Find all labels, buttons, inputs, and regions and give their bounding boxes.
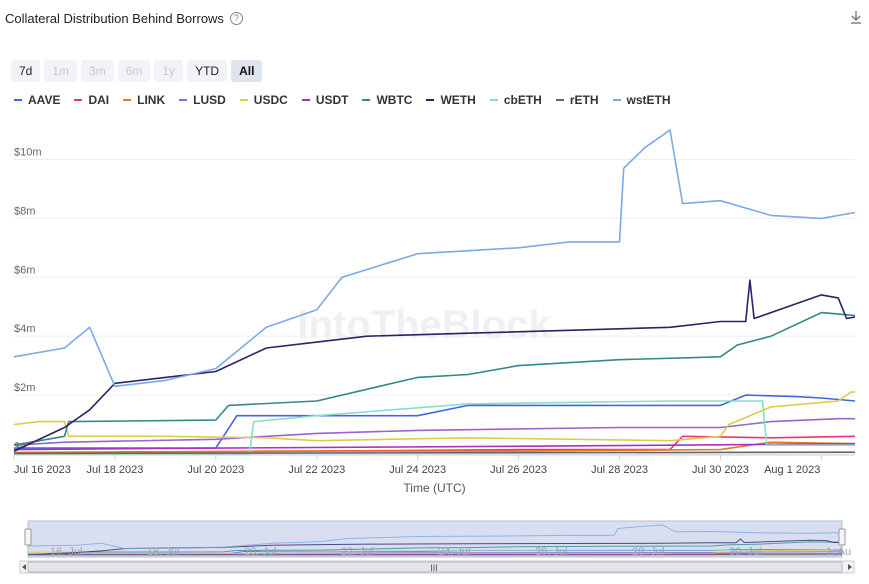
range-ytd-button[interactable]: YTD bbox=[187, 60, 228, 82]
series-line-usdt[interactable] bbox=[13, 442, 856, 451]
page-title: Collateral Distribution Behind Borrows bbox=[5, 11, 224, 26]
legend-swatch bbox=[301, 99, 310, 101]
x-tick-label: Aug 1 2023 bbox=[764, 464, 820, 476]
navigator-label: 22. Jul bbox=[341, 546, 373, 558]
legend-item-wbtc[interactable]: WBTC bbox=[362, 93, 412, 107]
series-line-cbeth[interactable] bbox=[14, 400, 855, 455]
navigator[interactable]: 16. Jul 18. Jul 20. Jul 22. Jul 24. Jul 26. J… bbox=[0, 515, 869, 579]
y-tick-label: $2m bbox=[14, 382, 35, 394]
y-tick-label: $6m bbox=[14, 264, 35, 276]
navigator-label: 28. Jul bbox=[632, 546, 664, 558]
legend-label: USDT bbox=[315, 93, 349, 107]
navigator-label: 16. Jul bbox=[50, 546, 82, 558]
x-tick-label: Jul 16 2023 bbox=[14, 464, 71, 476]
legend-item-cbeth[interactable]: cbETH bbox=[489, 93, 542, 107]
navigator-label: 26. Jul bbox=[535, 546, 567, 558]
x-tick-label: Jul 20 2023 bbox=[187, 464, 244, 476]
x-tick-label: Jul 26 2023 bbox=[490, 464, 547, 476]
chart-title-row: Collateral Distribution Behind Borrows ? bbox=[5, 11, 243, 26]
series-line-weth[interactable] bbox=[13, 279, 856, 452]
range-selector: 7d 1m 3m 6m 1y YTD All bbox=[11, 60, 263, 82]
legend-label: LINK bbox=[137, 93, 166, 107]
legend-swatch bbox=[362, 99, 371, 101]
range-1m-button[interactable]: 1m bbox=[44, 60, 78, 82]
y-tick-label: $4m bbox=[14, 323, 35, 335]
range-all-button[interactable]: All bbox=[231, 60, 263, 82]
navigator-series-wsteth bbox=[27, 524, 843, 550]
legend-label: cbETH bbox=[503, 93, 542, 107]
navigator-label: 18. Jul bbox=[147, 546, 179, 558]
help-icon[interactable]: ? bbox=[229, 12, 243, 25]
legend-item-dai[interactable]: DAI bbox=[74, 93, 109, 107]
series-line-link[interactable] bbox=[13, 441, 856, 454]
navigator-right-handle[interactable] bbox=[838, 528, 846, 546]
download-icon[interactable] bbox=[849, 9, 863, 25]
x-axis-title: Time (UTC) bbox=[403, 481, 466, 495]
x-tick-label: Jul 30 2023 bbox=[692, 464, 749, 476]
navigator-left-handle[interactable] bbox=[24, 528, 32, 546]
legend-item-link[interactable]: LINK bbox=[123, 93, 165, 107]
y-tick-label: $10m bbox=[14, 146, 42, 158]
legend-item-reth[interactable]: rETH bbox=[555, 93, 599, 107]
navigator-series-cbeth bbox=[28, 549, 842, 556]
legend-item-aave[interactable]: AAVE bbox=[14, 93, 60, 107]
legend-swatch bbox=[489, 99, 498, 101]
legend-swatch bbox=[612, 99, 621, 101]
scroll-right-arrow-icon[interactable] bbox=[848, 564, 852, 570]
scrollbar-grip-icon[interactable]: III bbox=[430, 563, 438, 573]
range-7d-button[interactable]: 7d bbox=[11, 60, 41, 82]
legend-item-weth[interactable]: WETH bbox=[426, 93, 476, 107]
legend-swatch bbox=[426, 99, 435, 101]
legend-item-wsteth[interactable]: wstETH bbox=[612, 93, 671, 107]
range-1y-button[interactable]: 1y bbox=[154, 60, 184, 82]
legend-swatch bbox=[74, 99, 83, 101]
legend-label: USDC bbox=[253, 93, 288, 107]
series-line-reth[interactable] bbox=[13, 451, 856, 455]
series-line-aave[interactable] bbox=[14, 394, 856, 449]
navigator-label: 1. Au bbox=[826, 546, 851, 558]
legend-label: LUSD bbox=[193, 93, 226, 107]
series-line-usdc[interactable] bbox=[13, 391, 855, 442]
legend-label: WBTC bbox=[376, 93, 413, 107]
y-tick-label: $8m bbox=[14, 205, 35, 217]
navigator-label: 24. Jul bbox=[438, 546, 470, 558]
legend-item-usdc[interactable]: USDC bbox=[239, 93, 288, 107]
navigator-label: 20. Jul bbox=[244, 546, 276, 558]
series-line-wbtc[interactable] bbox=[13, 311, 856, 446]
legend: AAVE DAI LINK LUSD USDC USDT WBTC WETH cbETH rETH… bbox=[14, 93, 671, 107]
range-6m-button[interactable]: 6m bbox=[117, 60, 151, 82]
x-tick-label: Jul 28 2023 bbox=[591, 464, 648, 476]
legend-label: rETH bbox=[569, 93, 599, 107]
navigator-label: 30. Jul bbox=[729, 546, 761, 558]
legend-swatch bbox=[239, 99, 248, 101]
legend-label: WETH bbox=[440, 93, 476, 107]
x-tick-label: Jul 24 2023 bbox=[389, 464, 446, 476]
legend-swatch bbox=[123, 99, 132, 101]
legend-item-lusd[interactable]: LUSD bbox=[179, 93, 226, 107]
legend-label: wstETH bbox=[626, 93, 671, 107]
legend-label: AAVE bbox=[28, 93, 61, 107]
legend-swatch bbox=[179, 99, 188, 101]
scroll-left-arrow-icon[interactable] bbox=[22, 564, 26, 570]
x-tick-label: Jul 22 2023 bbox=[288, 464, 345, 476]
x-tick-label: Jul 18 2023 bbox=[86, 464, 143, 476]
range-3m-button[interactable]: 3m bbox=[81, 60, 114, 82]
legend-swatch bbox=[14, 99, 22, 101]
series-line-lusd[interactable] bbox=[13, 417, 855, 446]
legend-swatch bbox=[555, 99, 564, 101]
series-line-wsteth[interactable] bbox=[13, 129, 856, 388]
legend-item-usdt[interactable]: USDT bbox=[301, 93, 349, 107]
navigator-series-wbtc bbox=[27, 541, 843, 555]
scrollbar-thumb[interactable] bbox=[27, 561, 843, 573]
legend-label: DAI bbox=[88, 93, 110, 107]
